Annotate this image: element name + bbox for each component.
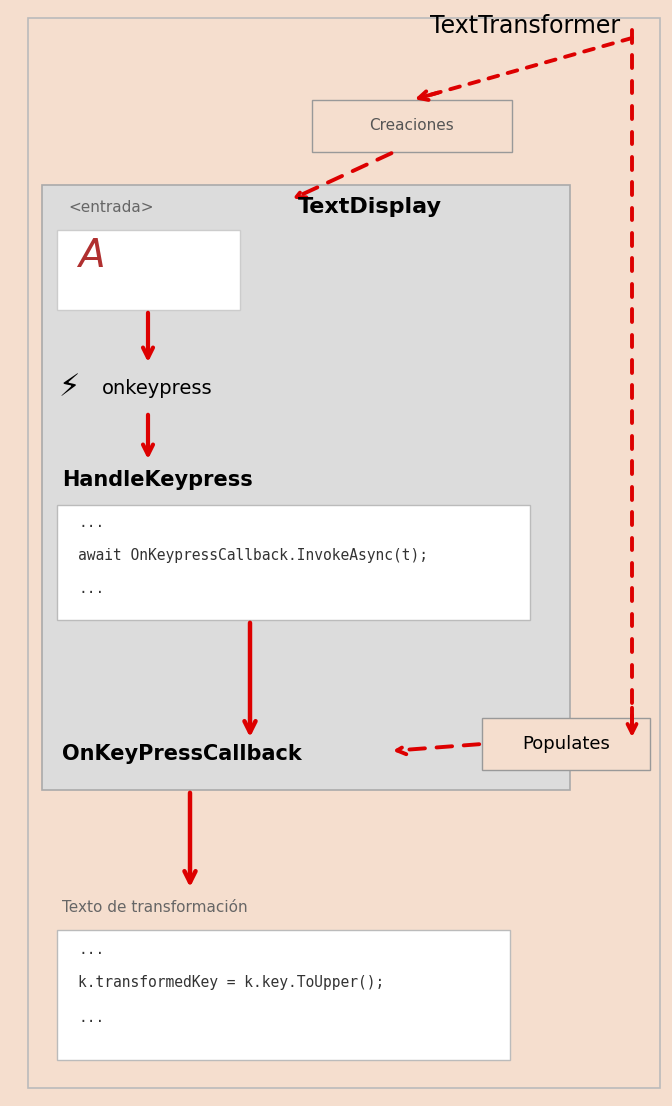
Text: onkeypress: onkeypress xyxy=(102,378,212,397)
Text: <entrada>: <entrada> xyxy=(68,200,153,215)
Text: ...: ... xyxy=(78,581,104,596)
Text: Creaciones: Creaciones xyxy=(370,118,454,134)
Bar xyxy=(57,230,240,310)
Text: ...: ... xyxy=(78,1010,104,1025)
Bar xyxy=(57,505,530,620)
Text: ...: ... xyxy=(78,515,104,530)
Text: ...: ... xyxy=(78,942,104,957)
Text: HandleKeypress: HandleKeypress xyxy=(62,470,253,490)
Text: TextTransformer: TextTransformer xyxy=(430,14,620,38)
Bar xyxy=(42,185,570,790)
Bar xyxy=(482,718,650,770)
Text: TextDisplay: TextDisplay xyxy=(298,197,442,217)
Text: Texto de transformación: Texto de transformación xyxy=(62,900,247,915)
Bar xyxy=(57,930,510,1060)
Text: OnKeyPressCallback: OnKeyPressCallback xyxy=(62,744,302,764)
Text: ⚡: ⚡ xyxy=(58,374,79,403)
Text: k.transformedKey = k.key.ToUpper();: k.transformedKey = k.key.ToUpper(); xyxy=(78,975,384,990)
Bar xyxy=(312,100,512,152)
Text: Populates: Populates xyxy=(522,735,610,753)
Text: await OnKeypressCallback.InvokeAsync(t);: await OnKeypressCallback.InvokeAsync(t); xyxy=(78,547,428,563)
Text: A: A xyxy=(78,237,105,275)
